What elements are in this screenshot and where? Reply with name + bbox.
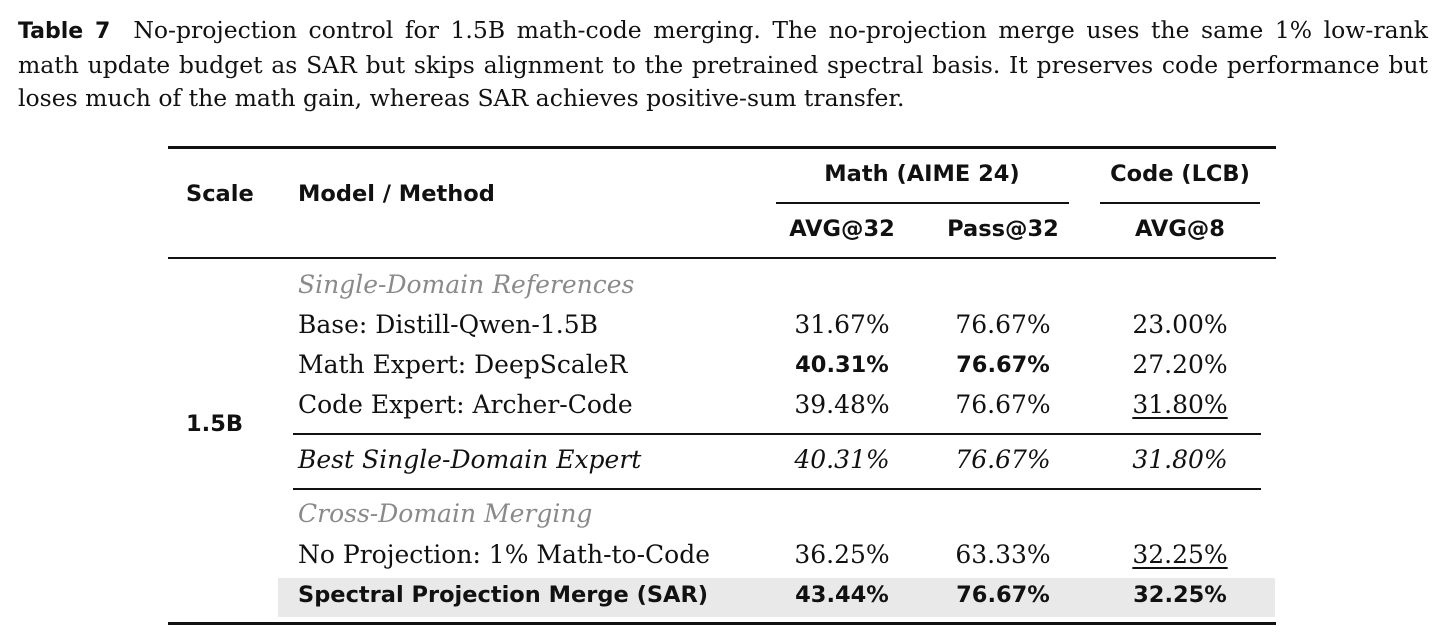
row-method: Code Expert: Archer-Code (298, 390, 633, 419)
best-expert-top-rule (293, 433, 1261, 435)
cell-math-pass: 76.67% (955, 390, 1051, 419)
cell-math-pass: 76.67% (956, 352, 1050, 378)
cell-code-avg: 31.80% (1132, 390, 1228, 419)
cell-math-avg: 40.31% (795, 352, 889, 378)
cell-code-avg: 32.25% (1133, 582, 1227, 608)
best-expert-bottom-rule (293, 488, 1261, 490)
header-code-group: Code (LCB) (1110, 161, 1250, 187)
cell-math-avg: 36.25% (794, 540, 890, 569)
table-top-rule (168, 146, 1276, 149)
cell-code-avg: 27.20% (1132, 350, 1228, 379)
section-single-domain: Single-Domain References (298, 270, 635, 299)
math-group-rule (776, 202, 1069, 204)
table-caption: Table 7 No-projection control for 1.5B m… (18, 14, 1428, 116)
caption-text: No-projection control for 1.5B math-code… (18, 16, 1428, 112)
row-method: Math Expert: DeepScaleR (298, 350, 628, 379)
header-code-avg: AVG@8 (1135, 216, 1225, 242)
cell-math-pass: 76.67% (955, 445, 1051, 474)
header-method: Model / Method (298, 181, 495, 207)
header-math-avg: AVG@32 (789, 216, 895, 242)
scale-value: 1.5B (186, 411, 244, 437)
row-method: Base: Distill-Qwen-1.5B (298, 310, 598, 339)
cell-code-avg: 32.25% (1132, 540, 1228, 569)
table-bottom-rule (168, 622, 1276, 625)
cell-math-avg: 43.44% (795, 582, 889, 608)
header-math-group: Math (AIME 24) (824, 161, 1020, 187)
sar-row-highlight (278, 578, 1275, 617)
header-scale: Scale (186, 181, 254, 207)
header-math-pass: Pass@32 (947, 216, 1059, 242)
cell-math-pass: 76.67% (955, 310, 1051, 339)
cell-code-avg: 31.80% (1132, 445, 1228, 474)
cell-code-avg: 23.00% (1132, 310, 1228, 339)
section-cross-domain: Cross-Domain Merging (298, 499, 593, 528)
cell-math-pass: 76.67% (956, 582, 1050, 608)
caption-label: Table 7 (18, 19, 111, 44)
cell-math-pass: 63.33% (955, 540, 1051, 569)
row-method: Best Single-Domain Expert (298, 445, 642, 474)
row-method: No Projection: 1% Math-to-Code (298, 540, 711, 569)
code-group-rule (1100, 202, 1260, 204)
cell-math-avg: 39.48% (794, 390, 890, 419)
row-method: Spectral Projection Merge (SAR) (298, 582, 709, 608)
cell-math-avg: 31.67% (794, 310, 890, 339)
header-bottom-rule (168, 257, 1276, 259)
cell-math-avg: 40.31% (794, 445, 890, 474)
